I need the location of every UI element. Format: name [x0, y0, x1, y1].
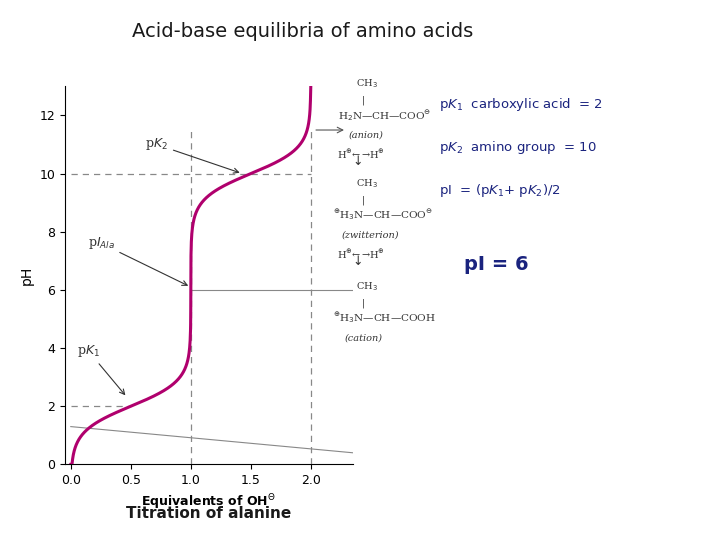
Text: p$K_2$  amino group  = 10: p$K_2$ amino group = 10 [439, 139, 597, 156]
Y-axis label: pH: pH [19, 266, 34, 285]
Text: →H$^{⊕}$: →H$^{⊕}$ [361, 248, 385, 261]
Text: (cation): (cation) [344, 333, 382, 342]
Text: p$\mathit{I}_{Ala}$: p$\mathit{I}_{Ala}$ [88, 235, 187, 285]
Text: |: | [362, 298, 366, 308]
Text: Titration of alanine: Titration of alanine [126, 506, 292, 521]
Text: H$^{⊕}$←: H$^{⊕}$← [337, 248, 361, 261]
Text: CH$_3$: CH$_3$ [356, 77, 378, 90]
Text: (zwitterion): (zwitterion) [341, 231, 399, 240]
Text: p$K_1$  carboxylic acid  = 2: p$K_1$ carboxylic acid = 2 [439, 96, 603, 113]
Text: pI  = (p$K_1$+ p$K_2$)/2: pI = (p$K_1$+ p$K_2$)/2 [439, 183, 561, 199]
Text: $^{\oplus}$H$_3$N—CH—COOH: $^{\oplus}$H$_3$N—CH—COOH [333, 310, 436, 325]
Text: (anion): (anion) [348, 131, 383, 140]
Text: CH$_3$: CH$_3$ [356, 280, 378, 293]
Text: Acid-base equilibria of amino acids: Acid-base equilibria of amino acids [132, 22, 473, 40]
Text: ↓: ↓ [353, 254, 364, 268]
Text: →H$^{⊕}$: →H$^{⊕}$ [361, 148, 385, 161]
Text: |: | [362, 195, 366, 205]
Text: |: | [362, 96, 366, 105]
Text: p$\mathit{K}_2$: p$\mathit{K}_2$ [145, 137, 238, 173]
Text: p$\mathit{K}_1$: p$\mathit{K}_1$ [77, 343, 125, 394]
Text: $^{\oplus}$H$_3$N—CH—COO$^{⊖}$: $^{\oplus}$H$_3$N—CH—COO$^{⊖}$ [333, 207, 433, 222]
Text: H$^{⊕}$←: H$^{⊕}$← [337, 148, 361, 161]
Text: pI = 6: pI = 6 [464, 255, 529, 274]
X-axis label: Equivalents of OH$^{Θ}$: Equivalents of OH$^{Θ}$ [141, 492, 276, 512]
Text: CH$_3$: CH$_3$ [356, 177, 378, 190]
Text: H$_2$N—CH—COO$^{⊖}$: H$_2$N—CH—COO$^{⊖}$ [338, 107, 432, 123]
Text: ↓: ↓ [353, 154, 364, 168]
